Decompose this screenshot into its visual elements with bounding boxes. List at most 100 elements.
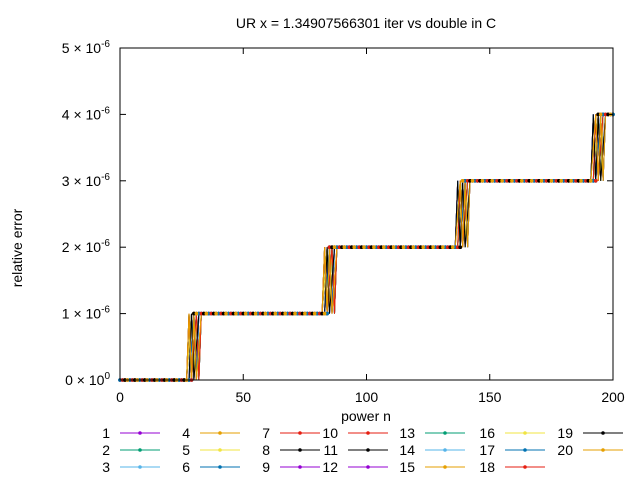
data-point <box>549 179 554 183</box>
legend-marker <box>601 448 605 452</box>
legend-marker <box>443 465 447 469</box>
data-point <box>349 245 354 249</box>
data-point <box>458 245 463 249</box>
data-point <box>537 179 541 183</box>
data-point <box>332 245 337 249</box>
legend-marker <box>138 448 142 452</box>
data-point <box>478 179 482 183</box>
data-point <box>470 179 475 183</box>
data-point <box>192 311 196 316</box>
data-point <box>475 179 480 183</box>
legend-label: 15 <box>399 459 415 475</box>
data-point <box>300 311 305 316</box>
legend-label: 6 <box>182 459 190 475</box>
legend-marker <box>443 431 447 435</box>
data-point <box>554 179 559 183</box>
data-point <box>399 245 403 249</box>
data-point <box>441 245 445 249</box>
data-point <box>315 311 320 316</box>
data-point <box>566 179 571 183</box>
data-point <box>539 179 544 183</box>
data-point <box>510 179 514 183</box>
data-point <box>463 179 467 183</box>
x-tick-label: 200 <box>601 389 625 405</box>
legend-marker <box>218 448 222 452</box>
data-point <box>386 245 391 249</box>
data-point <box>364 245 369 249</box>
data-point <box>273 311 278 316</box>
y-axis-label: relative error <box>9 208 25 287</box>
data-point <box>271 311 275 316</box>
data-point <box>448 245 453 249</box>
data-point <box>342 245 347 249</box>
x-axis-label: power n <box>341 408 391 424</box>
data-point <box>421 245 426 249</box>
legend-marker <box>218 431 222 435</box>
data-point <box>251 311 255 316</box>
data-point <box>377 245 381 249</box>
y-tick-label: 3 × 10-6 <box>62 172 111 189</box>
legend-marker <box>298 431 302 435</box>
legend-label: 17 <box>479 442 495 458</box>
data-point <box>224 311 228 316</box>
legend-marker <box>366 448 370 452</box>
data-point <box>451 245 455 249</box>
data-point <box>574 179 578 183</box>
data-point <box>382 245 386 249</box>
data-point <box>379 245 384 249</box>
legend-marker <box>138 465 142 469</box>
data-point <box>209 311 213 316</box>
data-point <box>243 311 248 316</box>
legend-marker <box>443 448 447 452</box>
data-point <box>234 311 238 316</box>
data-point <box>327 245 332 249</box>
data-point <box>248 311 253 316</box>
data-point <box>369 245 374 249</box>
data-point <box>505 179 509 183</box>
y-tick-exponent: -6 <box>101 105 110 116</box>
chart-title: UR x = 1.34907566301 iter vs double in C <box>236 15 496 31</box>
data-point <box>426 245 430 249</box>
legend-label: 16 <box>479 425 495 441</box>
data-point <box>414 245 418 249</box>
data-point <box>603 112 608 117</box>
data-point <box>569 179 573 183</box>
legend-label: 20 <box>557 442 573 458</box>
data-point <box>512 179 517 183</box>
data-point <box>280 311 285 316</box>
data-point <box>411 245 416 249</box>
data-point <box>576 179 581 183</box>
data-point <box>589 179 593 183</box>
legend-label: 19 <box>557 425 573 441</box>
y-tick-exponent: -6 <box>101 238 110 249</box>
data-point <box>559 179 563 183</box>
data-point <box>312 311 317 316</box>
data-point <box>202 311 206 316</box>
legend-marker <box>523 465 527 469</box>
legend-label: 14 <box>399 442 415 458</box>
data-point <box>231 311 236 316</box>
data-point <box>239 311 243 316</box>
data-point <box>527 179 531 183</box>
x-tick-label: 0 <box>116 389 124 405</box>
data-point <box>391 245 396 249</box>
y-tick-mantissa: 5 <box>62 40 70 56</box>
legend-marker <box>366 465 370 469</box>
data-point <box>293 311 297 316</box>
data-point <box>490 179 495 183</box>
data-point <box>598 112 603 117</box>
y-tick-mantissa: 4 <box>62 106 70 122</box>
data-point <box>216 311 221 316</box>
legend-marker <box>523 431 527 435</box>
y-tick-mantissa: 0 <box>65 372 73 388</box>
legend-label: 11 <box>323 442 338 458</box>
data-point <box>194 311 199 316</box>
data-point <box>221 311 226 316</box>
legend-label: 2 <box>102 442 110 458</box>
legend-label: 7 <box>262 425 270 441</box>
data-point <box>372 245 376 249</box>
data-point <box>229 311 233 316</box>
legend-label: 13 <box>399 425 415 441</box>
data-point <box>517 179 522 183</box>
data-point <box>290 311 295 316</box>
